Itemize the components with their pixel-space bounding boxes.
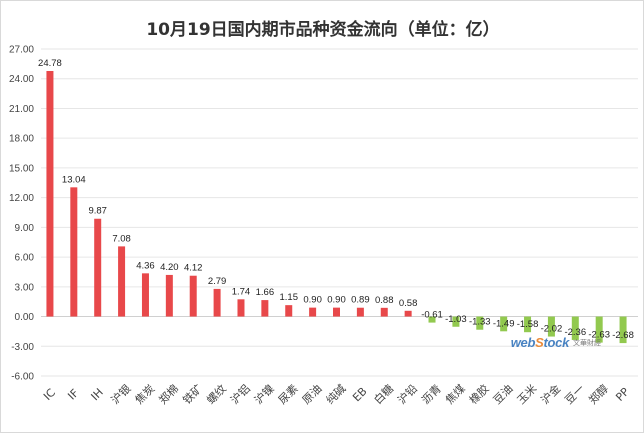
y-tick-label: 15.00 bbox=[9, 163, 34, 174]
bar bbox=[619, 316, 627, 344]
bar bbox=[285, 305, 293, 317]
data-label: -1.58 bbox=[517, 319, 539, 330]
x-tick-label: 沪金 bbox=[538, 381, 563, 406]
x-tick-label: 郑棉 bbox=[156, 381, 181, 406]
bar bbox=[165, 274, 173, 317]
data-label: 4.36 bbox=[136, 260, 155, 271]
x-tick-label: 沪铝 bbox=[227, 381, 252, 406]
y-tick-label: 21.00 bbox=[9, 104, 34, 115]
data-label: -2.02 bbox=[541, 324, 563, 335]
bar bbox=[595, 316, 603, 343]
x-tick-label: PP bbox=[613, 385, 632, 404]
y-tick-label: 3.00 bbox=[15, 282, 35, 293]
y-tick-label: 27.00 bbox=[9, 45, 34, 56]
data-label: 0.90 bbox=[303, 295, 322, 306]
bar bbox=[476, 316, 484, 330]
bar bbox=[237, 299, 245, 317]
data-label: 1.66 bbox=[256, 287, 275, 298]
data-label: -0.61 bbox=[421, 310, 443, 321]
data-label: 0.88 bbox=[375, 295, 394, 306]
data-label: -1.33 bbox=[469, 317, 491, 328]
x-tick-label: IF bbox=[65, 387, 81, 403]
x-tick-label: 豆一 bbox=[562, 382, 587, 407]
x-tick-label: 沪镍 bbox=[251, 381, 276, 406]
bar bbox=[309, 307, 317, 317]
bar bbox=[380, 307, 388, 317]
data-label: 1.15 bbox=[279, 292, 298, 303]
bar bbox=[404, 310, 412, 317]
x-tick-label: 郑醇 bbox=[586, 381, 611, 406]
x-tick-label: 沪银 bbox=[108, 381, 133, 406]
data-label: 4.12 bbox=[184, 263, 203, 274]
data-label: 7.08 bbox=[112, 233, 131, 244]
x-tick-label: 焦炭 bbox=[133, 382, 158, 407]
watermark-subtitle: 文華財經 bbox=[573, 338, 601, 347]
bar bbox=[46, 70, 54, 317]
bar bbox=[189, 275, 197, 317]
x-tick-label: 沥青 bbox=[419, 382, 444, 407]
y-tick-label: -6.00 bbox=[11, 372, 34, 383]
bar bbox=[118, 246, 126, 317]
bar bbox=[524, 316, 532, 333]
y-tick-label: 18.00 bbox=[9, 134, 34, 145]
data-label: -2.68 bbox=[612, 330, 634, 341]
y-tick-label: 0.00 bbox=[15, 312, 35, 323]
y-axis-labels: 27.00 24.00 21.00 18.00 15.00 12.00 9.00 6.00 3.… bbox=[9, 45, 34, 383]
watermark-logo: webStock bbox=[510, 335, 570, 350]
y-tick-label: 9.00 bbox=[15, 223, 35, 234]
y-tick-label: 12.00 bbox=[9, 193, 34, 204]
bar bbox=[333, 307, 340, 317]
x-tick-label: 焦煤 bbox=[443, 382, 468, 407]
bar bbox=[70, 187, 78, 317]
data-labels-layer: 24.78 13.04 9.87 7.08 4.36 4.20 4.12 2.79 1.74 1.… bbox=[38, 58, 634, 341]
bar bbox=[141, 273, 149, 317]
data-label: 1.74 bbox=[232, 286, 251, 297]
bar bbox=[94, 218, 102, 317]
data-label: -1.03 bbox=[445, 314, 467, 325]
data-label: -2.36 bbox=[564, 327, 586, 338]
x-tick-label: 橡胶 bbox=[466, 381, 491, 406]
bar bbox=[213, 288, 221, 317]
bar bbox=[500, 316, 508, 332]
data-label: -2.63 bbox=[588, 330, 610, 341]
bar bbox=[261, 300, 269, 317]
y-tick-label: 6.00 bbox=[15, 253, 35, 264]
bar bbox=[547, 316, 555, 337]
x-axis-labels: IC IF IH 沪银 焦炭 郑棉 铁矿 螺纹 沪铝 沪镍 尿素 原油 纯碱 EB 白糖 沪铅 沥青 焦煤 橡胶 豆油… bbox=[41, 381, 632, 406]
x-tick-label: 纯碱 bbox=[324, 382, 349, 407]
x-tick-label: EB bbox=[350, 385, 369, 404]
x-tick-label: 铁矿 bbox=[180, 382, 205, 407]
webstock-watermark: webStock 文華財經 bbox=[511, 335, 601, 350]
x-tick-label: 豆油 bbox=[490, 381, 515, 406]
data-label: -1.49 bbox=[493, 318, 515, 329]
bars-layer bbox=[46, 70, 627, 344]
data-label: 9.87 bbox=[88, 206, 107, 217]
x-tick-label: IC bbox=[41, 386, 58, 403]
y-tick-label: 24.00 bbox=[9, 74, 34, 85]
x-tick-label: 螺纹 bbox=[204, 381, 229, 406]
bar bbox=[428, 316, 436, 323]
data-label: 24.78 bbox=[38, 58, 62, 69]
x-tick-label: 尿素 bbox=[276, 382, 301, 407]
chart-title: 10月19日国内期市品种资金流向（单位：亿） bbox=[146, 20, 500, 40]
bar bbox=[452, 316, 460, 327]
x-tick-label: 沪铅 bbox=[395, 381, 420, 406]
x-tick-label: IH bbox=[89, 386, 106, 403]
data-label: 4.20 bbox=[160, 262, 179, 273]
x-tick-label: 玉米 bbox=[515, 382, 540, 407]
data-label: 13.04 bbox=[62, 174, 86, 185]
data-label: 0.89 bbox=[351, 295, 370, 306]
x-tick-label: 原油 bbox=[299, 381, 324, 406]
data-label: 0.58 bbox=[399, 298, 418, 309]
data-label: 2.79 bbox=[208, 276, 227, 287]
y-tick-label: -3.00 bbox=[11, 342, 34, 353]
bar bbox=[571, 316, 579, 340]
data-label: 0.90 bbox=[327, 295, 346, 306]
bar bbox=[356, 307, 364, 317]
x-tick-label: 白糖 bbox=[371, 381, 396, 406]
